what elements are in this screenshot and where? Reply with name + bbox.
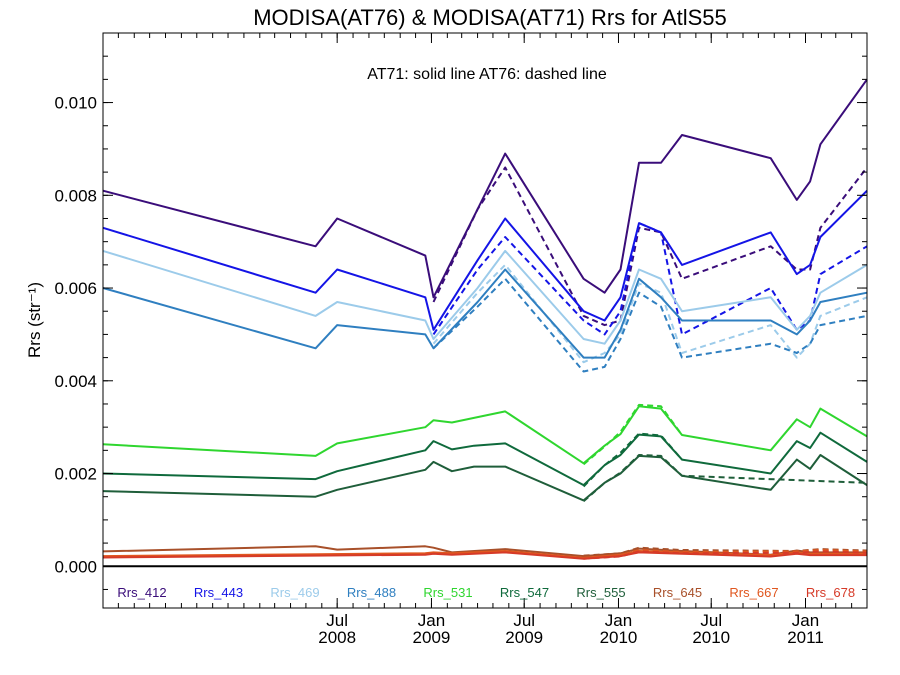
x-tick-label-month: Jan [792,611,819,630]
y-tick-label: 0.008 [54,186,97,205]
y-axis-label-group: Rrs (str⁻¹) [25,282,44,358]
legend: Rrs_412 Rrs_443 Rrs_469 Rrs_488 Rrs_531 Rrs_5… [117,585,855,600]
series-line-solid-rrs-469 [102,249,868,345]
annotation-text: AT71: solid line AT76: dashed line [367,66,607,83]
series-line-dashed-rrs-531 [582,403,683,466]
y-tick-label: 0.010 [54,94,97,113]
series-line-dashed-rrs-555 [582,454,868,503]
series-line-solid-rrs-555 [102,454,868,502]
series-line-dashed-rrs-488 [432,277,868,373]
series-line-solid-rrs-412 [102,78,868,299]
series-layer [102,78,868,560]
legend-label-rrs-469: Rrs_469 [270,585,319,600]
y-tick-label: 0.000 [54,557,97,576]
y-tick-label: 0.004 [54,372,97,391]
chart-title: MODISA(AT76) & MODISA(AT71) Rrs for AtlS… [253,5,727,30]
series-line-solid-rrs-547 [102,431,868,487]
plot-frame [102,32,868,609]
legend-label-rrs-531: Rrs_531 [423,585,472,600]
y-tick-label: 0.002 [54,465,97,484]
y-tick-label: 0.006 [54,279,97,298]
x-tick-label-month: Jan [418,611,445,630]
legend-label-rrs-667: Rrs_667 [729,585,778,600]
x-tick-label-month: Jan [605,611,632,630]
series-line-solid-rrs-488 [102,268,868,359]
x-tick-label-month: Jul [326,611,348,630]
y-axis-label: Rrs (str⁻¹) [25,282,44,358]
x-tick-label-month: Jul [700,611,722,630]
legend-label-rrs-488: Rrs_488 [347,585,396,600]
legend-label-rrs-547: Rrs_547 [500,585,549,600]
x-tick-label-month: Jul [513,611,535,630]
series-line-dashed-rrs-469 [432,263,868,364]
series-line-solid-rrs-667 [102,550,867,559]
legend-label-rrs-678: Rrs_678 [806,585,855,600]
legend-label-rrs-412: Rrs_412 [117,585,166,600]
x-tick-label-year: 2009 [413,628,451,647]
series-line-solid-rrs-678 [102,551,867,560]
series-line-solid-rrs-443 [102,189,868,331]
legend-label-rrs-443: Rrs_443 [194,585,243,600]
legend-label-rrs-555: Rrs_555 [576,585,625,600]
ticks-layer: 0.0000.0020.0040.0060.0080.010Jul2008Jan… [54,33,868,647]
x-tick-label-year: 2010 [692,628,730,647]
series-line-solid-rrs-531 [102,405,868,465]
legend-label-rrs-645: Rrs_645 [653,585,702,600]
x-tick-label-year: 2010 [600,628,638,647]
plot-area: 0.0000.0020.0040.0060.0080.010Jul2008Jan… [54,32,868,647]
series-line-dashed-rrs-412 [432,166,868,327]
x-tick-label-year: 2011 [787,628,824,647]
x-tick-label-year: 2009 [505,628,543,647]
x-tick-label-year: 2008 [318,628,356,647]
